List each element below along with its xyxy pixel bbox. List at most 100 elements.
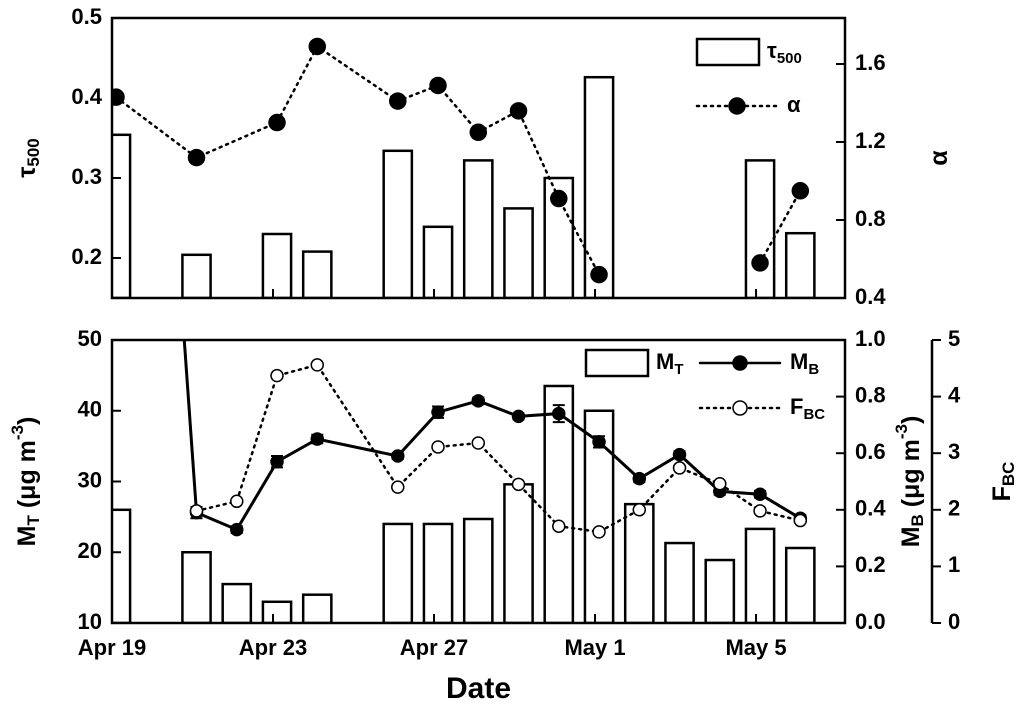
marker <box>713 477 727 491</box>
y2-tick-label: 0.0 <box>855 609 886 634</box>
marker <box>590 265 608 284</box>
x-tick-label: Apr 19 <box>78 635 146 660</box>
bar <box>784 231 816 298</box>
bar <box>503 483 534 623</box>
y-axis-label-part: (μg m <box>13 440 41 515</box>
y2-tick-label: 1.0 <box>855 326 886 351</box>
y2-tick-label: 1.2 <box>855 128 886 153</box>
marker <box>310 358 325 372</box>
legend-label: τ500 <box>767 38 802 67</box>
bar <box>422 225 454 298</box>
marker <box>469 123 488 142</box>
y-tick-label: 10 <box>78 609 102 634</box>
legend-label-part: T <box>674 361 683 378</box>
series-line <box>182 340 802 532</box>
bar <box>181 551 212 623</box>
marker <box>511 477 526 492</box>
bar <box>784 546 816 623</box>
marker <box>268 113 286 132</box>
y-axis-label: MT (μg m-3) <box>8 417 43 547</box>
bar <box>181 253 212 298</box>
y2-axis-label-part: (μg m <box>897 439 925 514</box>
y-tick-label: 0.3 <box>71 164 102 189</box>
bar <box>744 527 776 623</box>
legend-label-part: M <box>656 349 674 374</box>
bar <box>221 582 253 623</box>
legend-label: α <box>787 92 801 117</box>
marker <box>391 480 405 494</box>
bar <box>503 207 534 298</box>
y2-tick-label: 0.6 <box>855 439 886 464</box>
x-tick-label: Apr 23 <box>239 635 307 660</box>
bar <box>462 517 494 623</box>
x-tick-label: Apr 27 <box>400 635 468 660</box>
y-tick-label: 30 <box>78 467 102 492</box>
bar <box>543 384 575 623</box>
y-axis-label-part: τ <box>13 167 41 178</box>
plot-area <box>112 37 816 298</box>
y2-tick-label: 1.6 <box>855 50 886 75</box>
legend-label-part: F <box>790 394 803 419</box>
bar <box>704 558 736 623</box>
y2-axis-label-part: α <box>925 150 953 166</box>
marker <box>592 435 606 449</box>
y3-tick-label: 4 <box>948 382 961 407</box>
y2-tick-label: 0.4 <box>855 496 886 521</box>
x-axis-label: Date <box>446 672 511 705</box>
y-axis-label-part: 500 <box>24 138 43 166</box>
legend-label: MB <box>790 349 819 378</box>
y3-axis-label-part: F <box>988 486 1016 501</box>
y2-tick-label: 0.8 <box>855 206 886 231</box>
x-tick-label: May 5 <box>725 635 786 660</box>
y3-tick-label: 5 <box>948 326 960 351</box>
marker <box>471 394 486 408</box>
legend-swatch <box>584 348 650 378</box>
y-tick-label: 20 <box>78 538 102 563</box>
y2-axis-label-part: M <box>897 526 925 547</box>
marker <box>270 454 284 469</box>
marker <box>793 513 808 528</box>
legend-label-part: τ <box>767 38 777 63</box>
legend-label: MT <box>656 349 683 378</box>
marker <box>189 504 204 518</box>
marker <box>391 449 405 463</box>
legend-label-part: B <box>808 361 819 378</box>
series-line <box>195 363 802 534</box>
marker <box>753 487 767 501</box>
marker <box>429 76 447 95</box>
y3-axis-label-part: BC <box>999 462 1018 487</box>
legend-label-part: M <box>790 349 808 374</box>
marker <box>308 37 327 56</box>
y-axis-label: τ500 <box>13 138 44 178</box>
bar <box>664 541 695 623</box>
bar <box>422 522 454 623</box>
y2-tick-label: 0.2 <box>855 552 886 577</box>
legend-label-part: 500 <box>777 50 802 67</box>
marker <box>632 471 647 486</box>
plot-area <box>112 340 816 623</box>
y2-axis-label-part: B <box>908 514 927 526</box>
marker <box>230 522 244 537</box>
bar <box>744 159 776 298</box>
plot-frame <box>110 16 847 300</box>
y2-axis-label: MB (μg m-3) <box>892 416 927 548</box>
marker <box>751 254 769 272</box>
y3-tick-label: 0 <box>948 609 960 634</box>
y2-axis-label-part: -3 <box>892 424 911 439</box>
bar <box>623 502 655 623</box>
bar <box>301 593 333 623</box>
marker <box>672 461 687 475</box>
bar <box>112 133 132 298</box>
legend-label-part: BC <box>803 406 825 423</box>
marker <box>511 409 526 424</box>
bar <box>301 250 333 298</box>
bar <box>382 149 414 298</box>
y3-axis-label: FBC <box>988 462 1019 502</box>
marker <box>592 525 606 539</box>
y-axis-label-part: M <box>13 526 41 547</box>
marker <box>509 102 528 120</box>
marker <box>389 92 407 110</box>
bar <box>112 508 132 623</box>
legend-label: FBC <box>790 394 825 423</box>
